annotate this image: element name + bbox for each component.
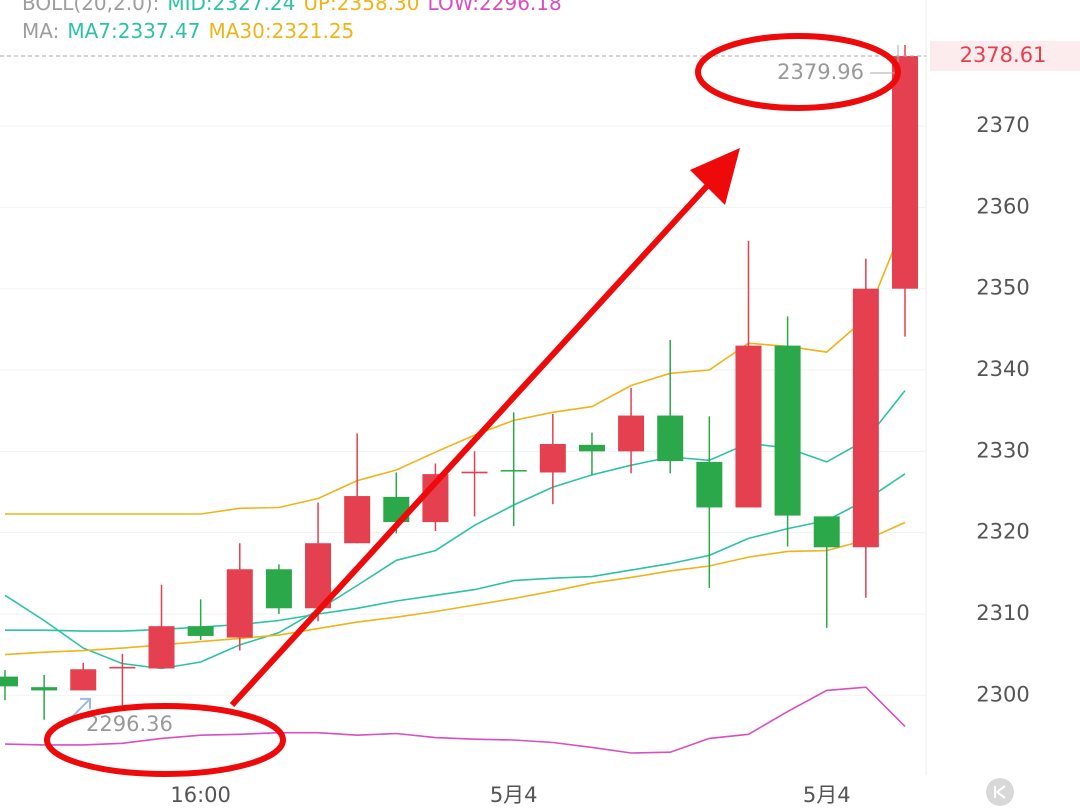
indicator-line [4, 521, 906, 656]
x-tick-label: 16:00 [170, 783, 231, 807]
legend-item: UP:2358.30 [303, 0, 419, 15]
candle-body [852, 288, 879, 548]
candle-body [618, 415, 645, 452]
candle-body [109, 666, 136, 669]
indicator-line [4, 390, 906, 670]
candle-body [774, 345, 801, 516]
y-tick-label: 2320 [976, 520, 1029, 544]
candle-body [539, 444, 566, 473]
last-price-tag [930, 41, 1080, 72]
candle-body [344, 496, 371, 544]
indicator-lines [4, 220, 906, 754]
y-tick-label: 2370 [976, 113, 1029, 137]
k-button[interactable] [986, 778, 1014, 806]
candle-body [265, 569, 292, 609]
candle-body [70, 669, 97, 691]
y-tick-label: 2330 [976, 438, 1029, 462]
y-tick-label: 2300 [976, 682, 1029, 706]
candle-body [657, 415, 684, 462]
legend-item: MA7:2337.47 [67, 19, 200, 43]
candles [0, 45, 918, 720]
indicator-line [5, 220, 906, 515]
candle-body [696, 461, 723, 508]
x-tick-label: 5月4 [490, 783, 538, 807]
candle-body [813, 516, 840, 548]
candle-body [891, 56, 918, 289]
legend-line: MA: MA7:2337.47 MA30:2321.25 [22, 19, 354, 43]
candle-body [735, 345, 762, 508]
candle-body [226, 569, 253, 638]
legend-line: BOLL(20,2.0): MID:2327.24 UP:2358.30 LOW:22… [22, 0, 562, 15]
labels: 2300 2310 2320 2330 2340 2350 2360 2370 16:00 5月4… [0, 41, 1080, 807]
candle-body [578, 444, 605, 452]
indicator-line [4, 686, 906, 754]
legend-item: BOLL(20,2.0): [22, 0, 159, 15]
legend-item: MID:2327.24 [167, 0, 295, 15]
y-tick-label: 2360 [976, 194, 1029, 218]
x-tick-label: 5月4 [803, 783, 851, 807]
last-price-label: 2378.61 [960, 43, 1047, 67]
y-tick-label: 2340 [976, 357, 1029, 381]
candle-body [148, 626, 175, 669]
y-tick-label: 2350 [976, 276, 1029, 300]
candle-body [187, 626, 214, 636]
candle-body [31, 687, 58, 691]
legend: BOLL(20,2.0): MID:2327.24 UP:2358.30 LOW:22… [22, 0, 562, 43]
high-marker-label: 2379.96 [777, 60, 864, 84]
low-marker-label: 2296.36 [86, 712, 173, 736]
legend-item: LOW:2296.18 [428, 0, 562, 15]
legend-item: MA: [22, 19, 59, 43]
annotation [44, 33, 901, 777]
y-tick-label: 2310 [976, 601, 1029, 625]
candle-body [500, 470, 527, 472]
legend-item: MA30:2321.25 [208, 19, 354, 43]
candle-body [0, 676, 18, 687]
candle-body [461, 471, 488, 474]
